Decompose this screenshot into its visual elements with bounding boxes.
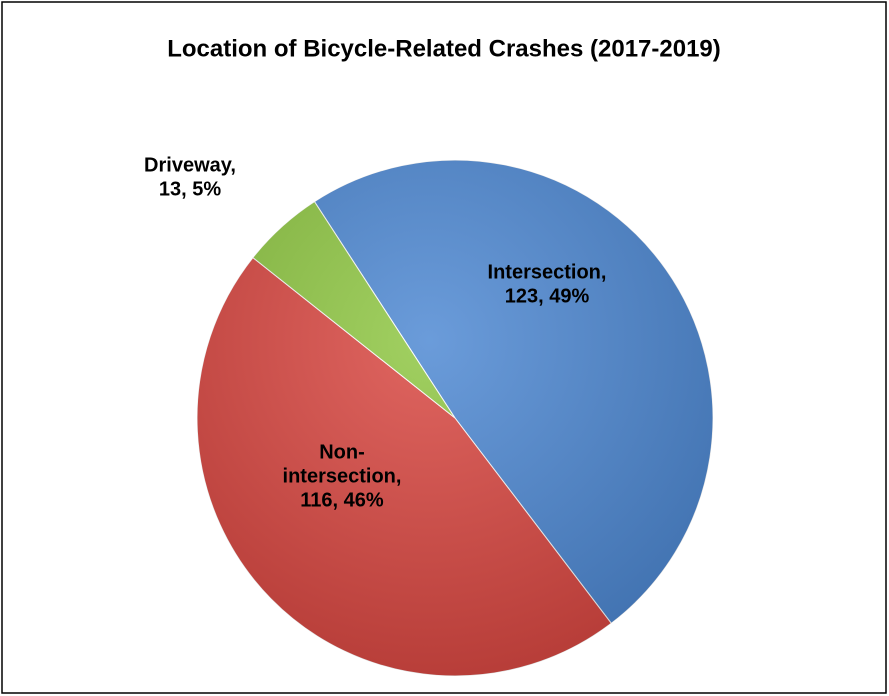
data-label: intersection, [283, 465, 402, 487]
data-label: 13, 5% [159, 178, 221, 200]
data-label: 116, 46% [300, 489, 384, 511]
data-label: 123, 49% [505, 285, 590, 307]
data-label: Non- [319, 441, 365, 463]
data-label: Driveway, [144, 154, 236, 176]
chart-title: Location of Bicycle-Related Crashes (201… [167, 35, 721, 62]
data-label: Intersection, [488, 261, 607, 283]
pie [196, 159, 714, 677]
data-labels: Intersection,123, 49% Non-intersection,11… [144, 154, 606, 511]
